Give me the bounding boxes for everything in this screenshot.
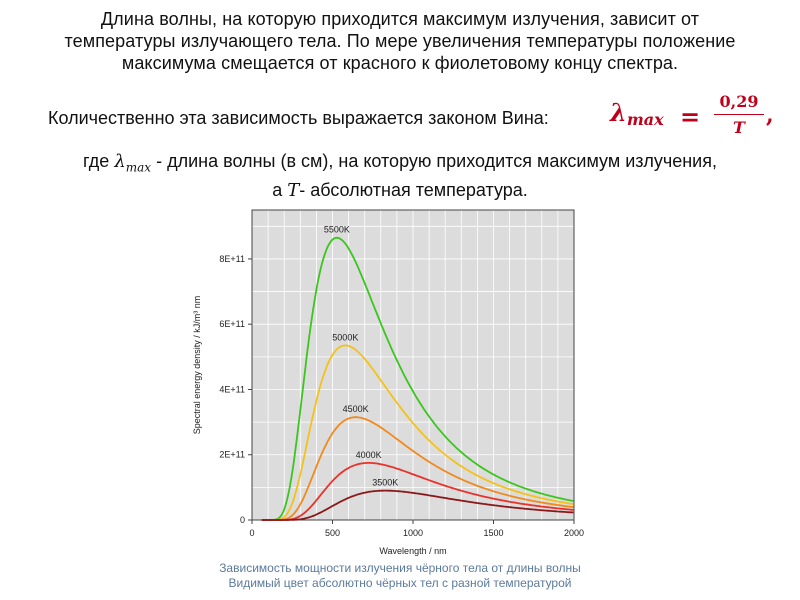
y-tick-label: 2E+11	[219, 450, 245, 460]
formula-numerator: 0,29	[714, 92, 764, 115]
series-label-5500K: 5500K	[324, 225, 350, 235]
formula-denominator: T	[733, 118, 745, 137]
series-line-4500K	[261, 416, 574, 521]
intro-line-2: температуры излучающего тела. По мере ув…	[64, 31, 736, 51]
intro-paragraph: Длина волны, на которую приходится макси…	[20, 8, 780, 74]
series-label-5000K: 5000K	[332, 332, 358, 342]
wien-law-text: Количественно эта зависимость выражается…	[48, 108, 549, 128]
series-line-5500K	[261, 236, 574, 521]
series-line-5000K	[261, 344, 574, 521]
lambda-symbol: λmax	[114, 151, 152, 175]
series-label-4000K: 4000K	[356, 450, 382, 460]
t-symbol: T	[287, 179, 300, 201]
definition-line-1: где λmax - длина волны (в см), на котору…	[83, 151, 717, 175]
definition-line-2: а T- абсолютная температура.	[272, 179, 528, 201]
x-tick-label: 1500	[483, 528, 503, 538]
formula-lambda: λmax	[610, 98, 664, 129]
x-axis-label: Wavelength / nm	[379, 546, 446, 556]
caption-line-1: Зависимость мощности излучения чёрного т…	[219, 561, 581, 575]
intro-line-1: Длина волны, на которую приходится макси…	[100, 9, 700, 29]
y-tick-label: 8E+11	[219, 254, 245, 264]
formula-equals: =	[680, 102, 701, 131]
figure-caption: Зависимость мощности излучения чёрного т…	[150, 561, 650, 591]
series-line-4000K	[261, 462, 574, 521]
blackbody-chart: 0 500 1000 1500 2000 0 2E+11 4E+11 6E+11 8E+11 Wav…	[192, 209, 584, 556]
formula-fraction: 0,29 T	[714, 92, 764, 137]
x-tick-label: 1000	[403, 528, 423, 538]
x-tick-label: 2000	[564, 528, 584, 538]
intro-line-3: максимума смещается от красного к фиолет…	[121, 53, 679, 73]
y-axis-label: Spectral energy density / kJ/m³ nm	[192, 296, 202, 435]
series-line-3500K	[261, 489, 574, 521]
y-tick-label: 6E+11	[219, 319, 245, 329]
caption-line-2: Видимый цвет абсолютно чёрных тел с разн…	[228, 576, 572, 590]
definition-paragraph: где λmax - длина волны (в см), на котору…	[20, 150, 780, 202]
series-label-4500K: 4500K	[343, 404, 369, 414]
y-tick-label: 4E+11	[219, 384, 245, 394]
formula-comma: ,	[766, 102, 774, 128]
x-tick-label: 0	[249, 528, 254, 538]
series-label-3500K: 3500K	[372, 478, 398, 488]
x-tick-label: 500	[325, 528, 340, 538]
wien-law-line: Количественно эта зависимость выражается…	[48, 92, 788, 142]
y-tick-label: 0	[240, 515, 245, 525]
